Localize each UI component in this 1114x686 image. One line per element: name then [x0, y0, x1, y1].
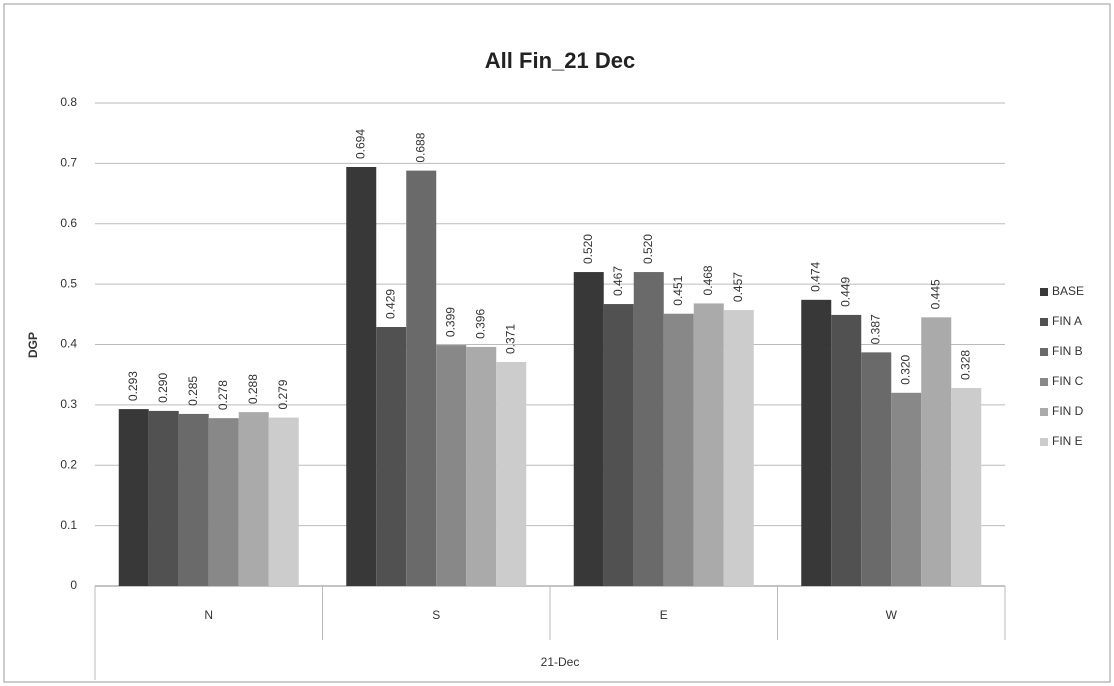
legend-swatch — [1040, 378, 1048, 386]
bar — [861, 352, 892, 586]
bar — [178, 413, 209, 586]
bar — [376, 326, 407, 586]
bar — [801, 299, 832, 586]
bar — [663, 313, 694, 586]
legend-swatch — [1040, 318, 1048, 326]
bar — [238, 412, 269, 586]
y-tick-label: 0.1 — [60, 518, 77, 532]
data-label: 0.278 — [216, 380, 230, 410]
data-label: 0.467 — [611, 266, 625, 296]
legend-label: FIN E — [1052, 434, 1083, 448]
bar — [148, 410, 179, 586]
legend-label: BASE — [1052, 284, 1084, 298]
legend-label: FIN B — [1052, 344, 1083, 358]
x-tick-label: E — [660, 608, 668, 622]
bar — [268, 417, 299, 586]
bar — [118, 409, 149, 586]
y-tick-label: 0.3 — [60, 397, 77, 411]
bar — [951, 387, 982, 586]
data-label: 0.445 — [928, 279, 942, 309]
data-label: 0.449 — [838, 277, 852, 307]
data-label: 0.688 — [413, 132, 427, 162]
data-label: 0.520 — [581, 234, 595, 264]
bar — [891, 392, 922, 586]
data-label: 0.320 — [898, 354, 912, 384]
y-tick-label: 0.4 — [60, 337, 77, 351]
data-label: 0.396 — [473, 309, 487, 339]
bar — [436, 345, 467, 586]
y-axis-label: DGP — [26, 332, 40, 358]
legend-swatch — [1040, 348, 1048, 356]
y-tick-label: 0.6 — [60, 216, 77, 230]
data-label: 0.387 — [868, 314, 882, 344]
bar — [603, 304, 634, 586]
x-tick-label: S — [432, 608, 440, 622]
data-label: 0.290 — [156, 373, 170, 403]
legend-swatch — [1040, 438, 1048, 446]
y-tick-label: 0 — [70, 578, 77, 592]
bar — [466, 346, 497, 586]
bar — [346, 166, 377, 586]
legend-swatch — [1040, 408, 1048, 416]
data-label: 0.288 — [246, 374, 260, 404]
bar — [496, 362, 527, 586]
data-label: 0.371 — [503, 324, 517, 354]
data-label: 0.520 — [641, 234, 655, 264]
legend-label: FIN D — [1052, 404, 1084, 418]
y-tick-label: 0.5 — [60, 276, 77, 290]
y-tick-label: 0.8 — [60, 95, 77, 109]
data-label: 0.451 — [671, 275, 685, 305]
data-label: 0.293 — [126, 371, 140, 401]
bar — [921, 317, 952, 586]
x-tick-label: W — [886, 608, 898, 622]
bar — [723, 310, 754, 586]
data-label: 0.457 — [731, 272, 745, 302]
legend-label: FIN C — [1052, 374, 1084, 388]
bar — [406, 170, 437, 586]
data-label: 0.399 — [443, 307, 457, 337]
x-axis-label: 21-Dec — [541, 655, 580, 669]
data-label: 0.694 — [353, 129, 367, 159]
data-label: 0.474 — [808, 261, 822, 291]
data-label: 0.429 — [383, 289, 397, 319]
x-tick-label: N — [204, 608, 213, 622]
bar — [573, 272, 604, 586]
y-tick-label: 0.2 — [60, 457, 77, 471]
data-label: 0.285 — [186, 376, 200, 406]
data-label: 0.468 — [701, 265, 715, 295]
bar — [633, 272, 664, 586]
bar — [208, 418, 239, 586]
legend-label: FIN A — [1052, 314, 1082, 328]
data-label: 0.328 — [958, 350, 972, 380]
data-label: 0.279 — [276, 379, 290, 409]
bar — [693, 303, 724, 586]
y-tick-label: 0.7 — [60, 156, 77, 170]
bar — [831, 314, 862, 586]
chart-title: All Fin_21 Dec — [485, 48, 635, 73]
legend-swatch — [1040, 288, 1048, 296]
